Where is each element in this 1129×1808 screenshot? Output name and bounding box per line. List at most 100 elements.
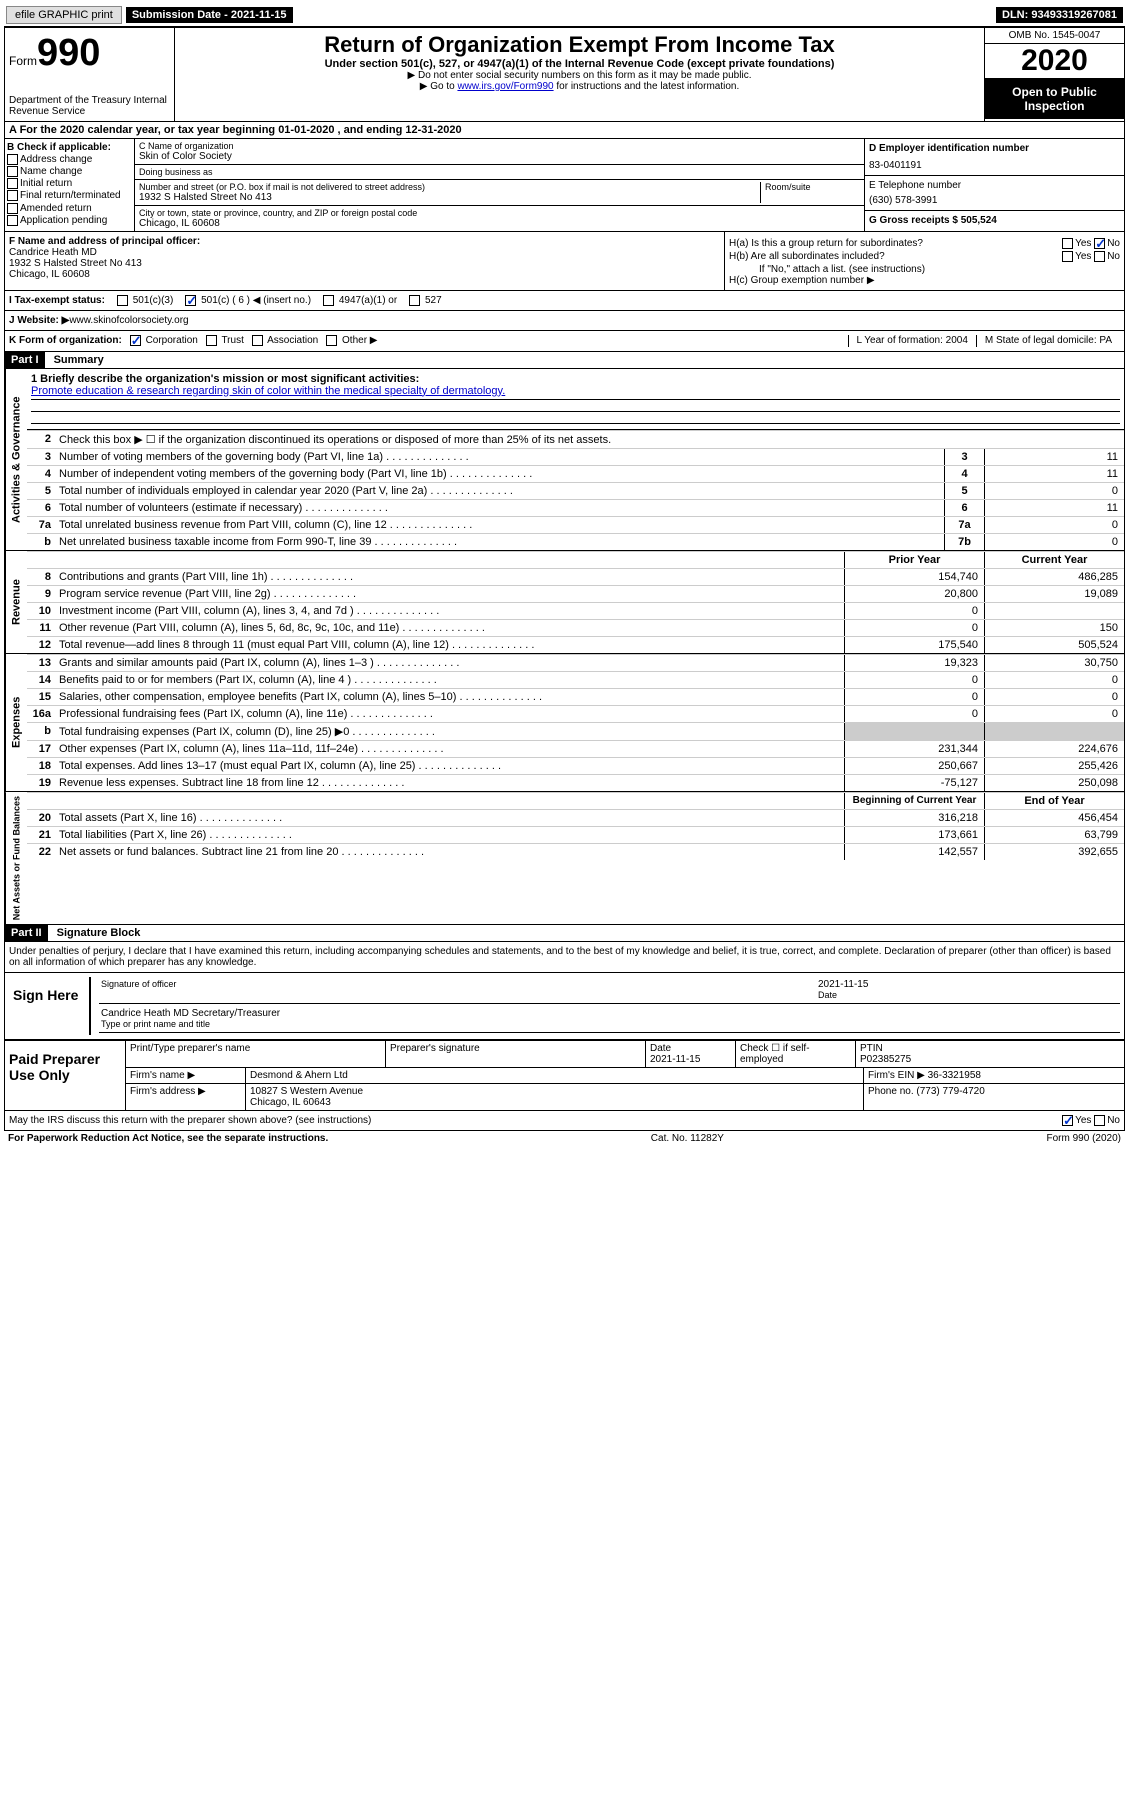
sig-officer-label: Signature of officer <box>101 979 176 1001</box>
form-note-2: ▶ Go to www.irs.gov/Form990 for instruct… <box>179 81 980 92</box>
i-label: I Tax-exempt status: <box>9 295 105 306</box>
ha-yes[interactable] <box>1062 238 1073 249</box>
part2-title: Signature Block <box>51 925 147 941</box>
discuss-yes[interactable] <box>1062 1115 1073 1126</box>
prior-year-header: Prior Year <box>844 552 984 568</box>
department-label: Department of the Treasury Internal Reve… <box>9 95 170 117</box>
form-title: Return of Organization Exempt From Incom… <box>179 32 980 58</box>
city-value: Chicago, IL 60608 <box>139 218 860 229</box>
top-bar: efile GRAPHIC print Submission Date - 20… <box>4 4 1125 27</box>
form-note-1: ▶ Do not enter social security numbers o… <box>179 70 980 81</box>
prep-check: Check ☐ if self-employed <box>736 1041 856 1067</box>
part1-title: Summary <box>48 352 110 368</box>
efile-print-button[interactable]: efile GRAPHIC print <box>6 6 122 24</box>
end-year-header: End of Year <box>984 793 1124 809</box>
form-ref: Form 990 (2020) <box>1047 1133 1121 1144</box>
checkbox-amended-return[interactable] <box>7 203 18 214</box>
cat-no: Cat. No. 11282Y <box>651 1133 724 1144</box>
dba-label: Doing business as <box>139 167 860 177</box>
l-year-formation: L Year of formation: 2004 <box>848 335 976 346</box>
addr-label: Number and street (or P.O. box if mail i… <box>139 182 760 192</box>
hc-label: H(c) Group exemption number ▶ <box>729 275 1120 286</box>
checkbox-initial-return[interactable] <box>7 178 18 189</box>
row-a-tax-year: A For the 2020 calendar year, or tax yea… <box>4 122 1125 139</box>
officer-addr2: Chicago, IL 60608 <box>9 269 720 280</box>
form-label: Form <box>9 54 37 68</box>
officer-name: Candrice Heath MD <box>9 247 720 258</box>
form-subtitle: Under section 501(c), 527, or 4947(a)(1)… <box>179 58 980 70</box>
current-year-header: Current Year <box>984 552 1124 568</box>
firm-name-label: Firm's name ▶ <box>126 1068 246 1083</box>
firm-addr: 10827 S Western Avenue Chicago, IL 60643 <box>246 1084 864 1110</box>
omb-number: OMB No. 1545-0047 <box>985 28 1124 44</box>
firm-name: Desmond & Ahern Ltd <box>246 1068 864 1083</box>
f-label: F Name and address of principal officer: <box>9 236 200 247</box>
k-assoc[interactable] <box>252 335 263 346</box>
mission-text: Promote education & research regarding s… <box>31 385 1120 397</box>
officer-addr1: 1932 S Halsted Street No 413 <box>9 258 720 269</box>
side-revenue: Revenue <box>5 551 27 653</box>
irs-link[interactable]: www.irs.gov/Form990 <box>457 81 553 92</box>
phone-value: (630) 578-3991 <box>869 195 1120 206</box>
hb-note: If "No," attach a list. (see instruction… <box>729 264 1120 275</box>
j-label: J Website: ▶ <box>9 315 69 326</box>
city-label: City or town, state or province, country… <box>139 208 860 218</box>
k-corp[interactable] <box>130 335 141 346</box>
ein-value: 83-0401191 <box>869 160 1120 171</box>
dln-label: DLN: 93493319267081 <box>996 7 1123 23</box>
firm-ein: 36-3321958 <box>928 1070 981 1081</box>
ptin-value: P02385275 <box>860 1054 911 1065</box>
submission-date: Submission Date - 2021-11-15 <box>126 7 293 23</box>
i-501c3[interactable] <box>117 295 128 306</box>
ein-label: D Employer identification number <box>869 143 1029 154</box>
i-4947[interactable] <box>323 295 334 306</box>
gross-receipts: G Gross receipts $ 505,524 <box>869 215 997 226</box>
ha-no[interactable] <box>1094 238 1105 249</box>
i-527[interactable] <box>409 295 420 306</box>
firm-addr-label: Firm's address ▶ <box>126 1084 246 1110</box>
side-governance: Activities & Governance <box>5 369 27 550</box>
discuss-no[interactable] <box>1094 1115 1105 1126</box>
i-501c[interactable] <box>185 295 196 306</box>
open-public-label: Open to Public Inspection <box>985 79 1124 119</box>
paid-preparer-label: Paid Preparer Use Only <box>5 1041 125 1110</box>
prep-date: Date 2021-11-15 <box>646 1041 736 1067</box>
website-value: www.skinofcolorsociety.org <box>69 315 188 326</box>
checkbox-final-return[interactable] <box>7 190 18 201</box>
tax-year: 2020 <box>985 44 1124 79</box>
perjury-text: Under penalties of perjury, I declare th… <box>9 946 1120 968</box>
checkbox-application-pending[interactable] <box>7 215 18 226</box>
org-name: Skin of Color Society <box>139 151 860 162</box>
form-header: Form990 Department of the Treasury Inter… <box>4 27 1125 122</box>
street-address: 1932 S Halsted Street No 413 <box>139 192 760 203</box>
prep-sig-label: Preparer's signature <box>386 1041 646 1067</box>
k-other[interactable] <box>326 335 337 346</box>
ha-label: H(a) Is this a group return for subordin… <box>729 238 923 249</box>
hb-label: H(b) Are all subordinates included? <box>729 251 885 262</box>
part2-header: Part II <box>5 925 48 941</box>
b-header: B Check if applicable: <box>7 142 111 153</box>
firm-phone: (773) 779-4720 <box>916 1086 984 1097</box>
k-label: K Form of organization: <box>9 335 122 346</box>
line1-label: 1 Briefly describe the organization's mi… <box>31 373 419 385</box>
room-label: Room/suite <box>765 182 860 192</box>
sig-date: 2021-11-15 <box>818 979 868 990</box>
side-netassets: Net Assets or Fund Balances <box>5 792 27 924</box>
hb-no[interactable] <box>1094 251 1105 262</box>
form-number: 990 <box>37 32 100 74</box>
part1-header: Part I <box>5 352 45 368</box>
discuss-label: May the IRS discuss this return with the… <box>9 1115 371 1126</box>
side-expenses: Expenses <box>5 654 27 791</box>
checkbox-name-change[interactable] <box>7 166 18 177</box>
k-trust[interactable] <box>206 335 217 346</box>
prep-name-label: Print/Type preparer's name <box>126 1041 386 1067</box>
phone-label: E Telephone number <box>869 180 1120 191</box>
paperwork-notice: For Paperwork Reduction Act Notice, see … <box>8 1133 328 1144</box>
hb-yes[interactable] <box>1062 251 1073 262</box>
line2: Check this box ▶ ☐ if the organization d… <box>55 431 1124 448</box>
section-b-checkboxes: B Check if applicable: Address change Na… <box>5 139 135 231</box>
officer-name-title: Candrice Heath MD Secretary/Treasurer <box>101 1008 280 1019</box>
c-name-label: C Name of organization <box>139 141 860 151</box>
m-state-domicile: M State of legal domicile: PA <box>976 335 1120 346</box>
checkbox-address-change[interactable] <box>7 154 18 165</box>
